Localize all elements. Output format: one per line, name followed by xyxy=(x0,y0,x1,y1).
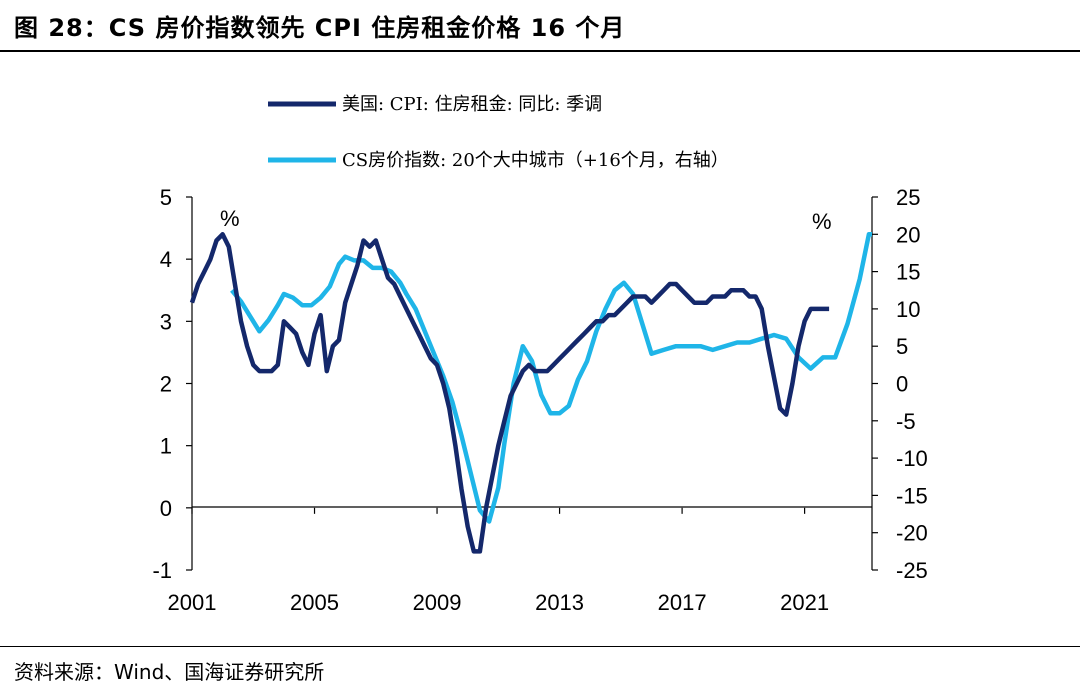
series-line-cs xyxy=(230,232,872,524)
series-line-cpi xyxy=(189,232,830,554)
right-tick-label: 10 xyxy=(896,297,920,322)
right-tick-label: -15 xyxy=(896,483,928,508)
footer-divider xyxy=(0,646,1080,647)
right-tick-label: 5 xyxy=(896,334,908,359)
x-tick-label: 2021 xyxy=(780,590,829,615)
right-tick-label: -25 xyxy=(896,558,928,583)
x-tick-label: 2013 xyxy=(535,590,584,615)
left-tick-label: 1 xyxy=(160,434,172,459)
right-tick-label: -5 xyxy=(896,409,916,434)
x-tick-label: 2017 xyxy=(658,590,707,615)
x-tick-label: 2009 xyxy=(413,590,462,615)
left-tick-label: 0 xyxy=(160,496,172,521)
right-tick-label: -20 xyxy=(896,521,928,546)
source-note: 资料来源：Wind、国海证券研究所 xyxy=(14,660,325,684)
left-axis-ticks: 5 4 3 2 1 0 -1 xyxy=(152,185,192,583)
right-axis-ticks: 25 20 15 10 5 0 -5 -10 -15 -20 -25 xyxy=(872,185,928,583)
x-tick-label: 2001 xyxy=(168,590,217,615)
right-tick-label: 25 xyxy=(896,185,920,210)
line-chart: 美国: CPI: 住房租金: 同比: 季调 CS房价指数: 20个大中城市（+1… xyxy=(152,94,928,615)
x-tick-label: 2005 xyxy=(290,590,339,615)
right-tick-label: -10 xyxy=(896,446,928,471)
left-tick-label: 4 xyxy=(160,247,172,272)
left-tick-label: 5 xyxy=(160,185,172,210)
legend: 美国: CPI: 住房租金: 同比: 季调 CS房价指数: 20个大中城市（+1… xyxy=(268,94,729,171)
right-tick-label: 0 xyxy=(896,372,908,397)
right-tick-label: 15 xyxy=(896,260,920,285)
figure-title: 图 28：CS 房价指数领先 CPI 住房租金价格 16 个月 xyxy=(14,14,626,42)
right-unit-label: % xyxy=(812,209,832,234)
left-tick-label: 2 xyxy=(160,372,172,397)
legend-label-cpi: 美国: CPI: 住房租金: 同比: 季调 xyxy=(342,94,602,115)
title-divider xyxy=(0,50,1080,52)
legend-label-cs: CS房价指数: 20个大中城市（+16个月，右轴） xyxy=(342,150,729,171)
left-tick-label: 3 xyxy=(160,309,172,334)
left-tick-label: -1 xyxy=(152,558,172,583)
left-unit-label: % xyxy=(220,206,240,231)
x-axis-ticks: 2001 2005 2009 2013 2017 2021 xyxy=(168,507,829,615)
right-tick-label: 20 xyxy=(896,222,920,247)
